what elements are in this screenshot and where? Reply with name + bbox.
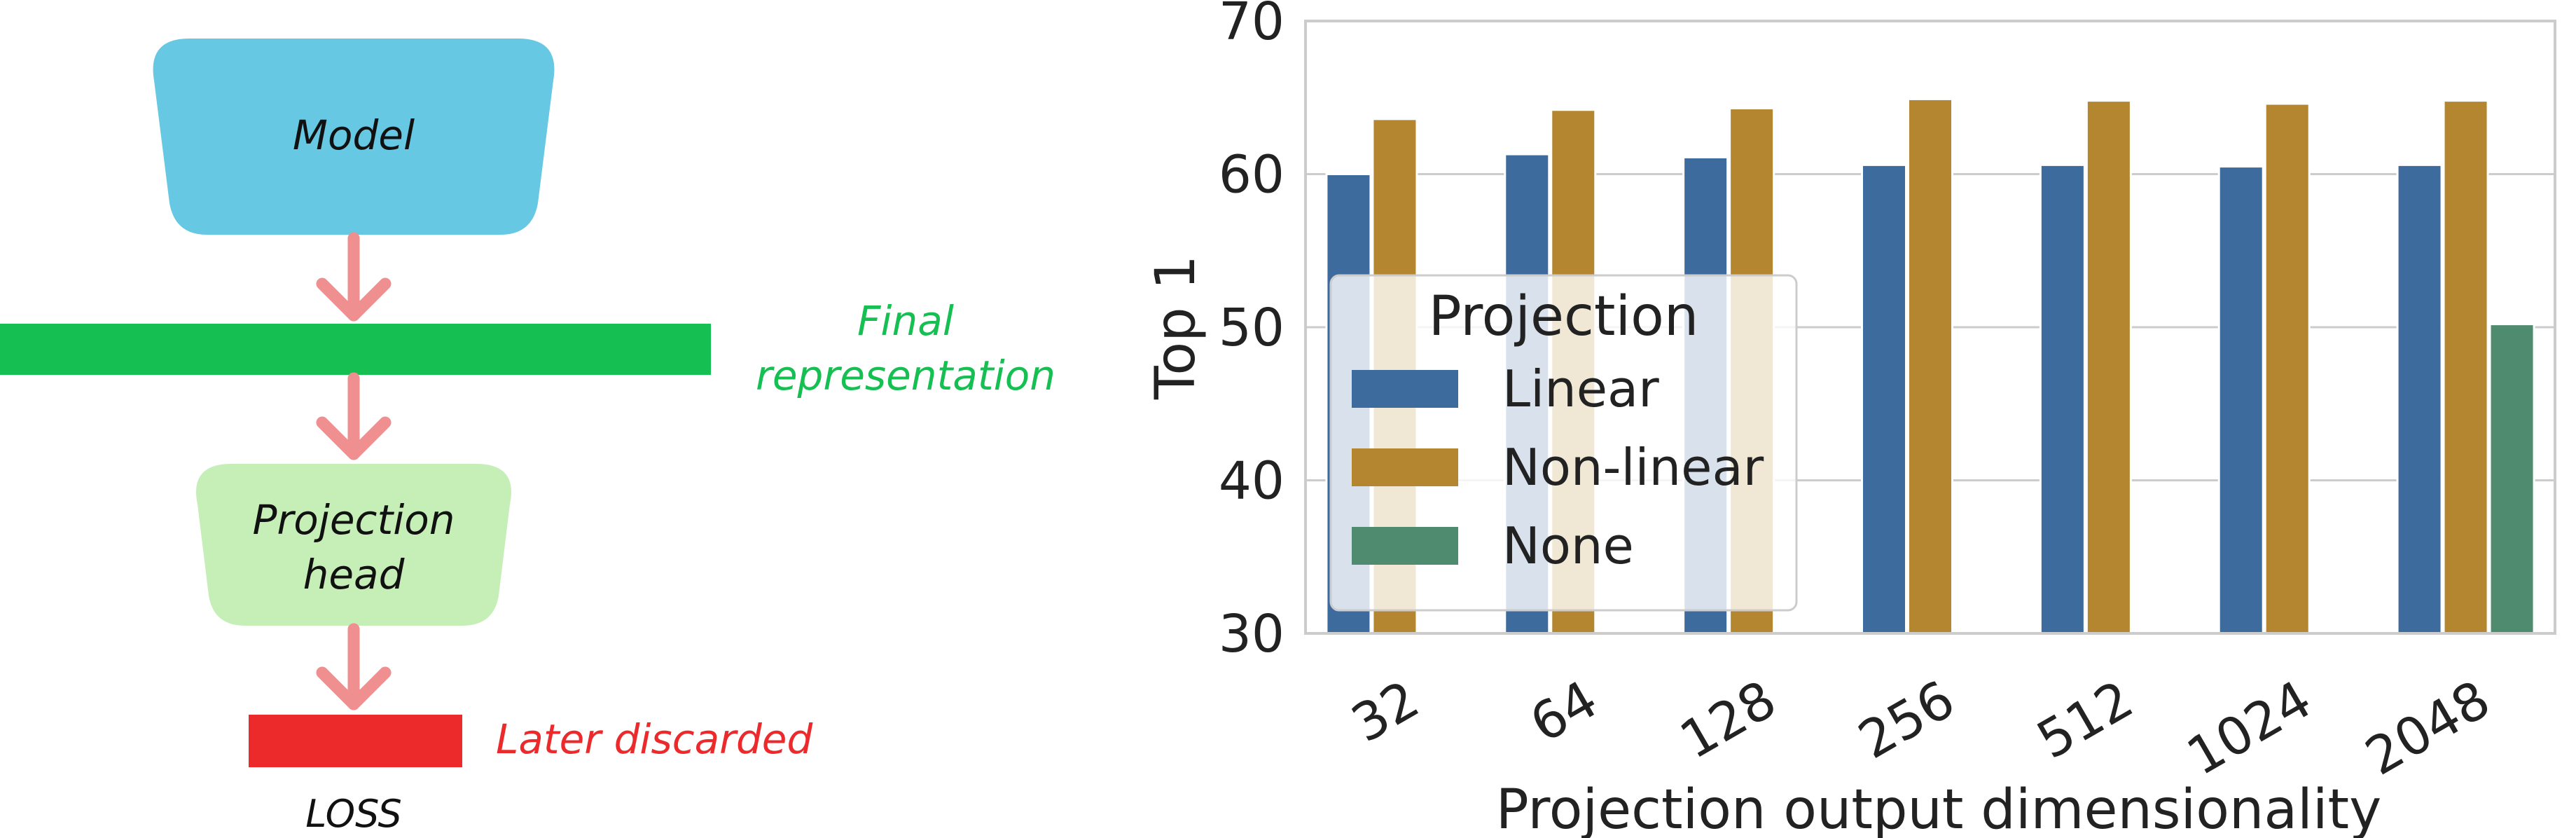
y-axis-label: Top 1: [1144, 255, 1207, 400]
x-tick-label: 128: [1670, 669, 1786, 771]
legend-swatch: [1352, 448, 1458, 486]
final-representation-label-line2: representation: [756, 352, 1055, 399]
y-tick-labels: 30 40 50 60 70: [1219, 0, 1284, 664]
x-tick-label: 256: [1849, 669, 1965, 771]
bar-chart: 30 40 50 60 70 32 64 128 256 512 1024 2048 Top 1 P…: [1144, 0, 2556, 838]
loss-label: LOSS: [305, 792, 402, 836]
legend-swatch: [1352, 370, 1458, 408]
projection-head-label-line1: Projection: [252, 496, 455, 544]
x-tick-label: 1024: [2177, 669, 2322, 788]
final-representation-bar: [0, 324, 711, 375]
pipeline-diagram: Model Final representation Projection he…: [0, 39, 1055, 836]
arrow-model-to-representation: [316, 232, 392, 322]
legend-swatch: [1352, 527, 1458, 565]
x-tick-label: 2048: [2355, 669, 2500, 788]
model-block: [153, 39, 555, 235]
arrow-head-to-loss: [316, 623, 392, 710]
y-tick-label: 40: [1219, 451, 1284, 511]
y-tick-label: 50: [1219, 298, 1284, 358]
projection-head-block: [196, 464, 511, 626]
final-representation-label-line1: Final: [857, 297, 954, 345]
bar-linear-1024: [2217, 165, 2264, 635]
legend-title: Projection: [1429, 285, 1699, 348]
x-tick-label: 64: [1521, 669, 1608, 755]
legend-label: None: [1502, 516, 1634, 575]
bar-non-linear-1024: [2264, 102, 2311, 635]
x-tick-label: 32: [1342, 669, 1429, 755]
y-tick-label: 30: [1219, 604, 1284, 664]
bar-non-linear-256: [1907, 97, 1953, 635]
bar-linear-256: [1861, 163, 1907, 635]
plot-border: [1304, 20, 2556, 635]
arrow-representation-to-head: [316, 372, 392, 460]
projection-head-label-line2: head: [303, 551, 406, 598]
bar-none-2048: [2488, 323, 2535, 635]
legend-label: Linear: [1502, 359, 1659, 418]
bar-linear-512: [2039, 163, 2086, 635]
model-label: Model: [293, 111, 415, 159]
x-tick-labels: 32 64 128 256 512 1024 2048: [1342, 669, 2500, 788]
bar-linear-2048: [2396, 163, 2443, 635]
bar-non-linear-2048: [2442, 99, 2489, 635]
x-axis-label: Projection output dimensionality: [1496, 778, 2382, 838]
loss-bar: [249, 715, 462, 767]
later-discarded-label: Later discarded: [496, 715, 813, 763]
legend-box: [1329, 274, 1798, 612]
y-tick-label: 60: [1219, 145, 1284, 205]
legend-label: Non-linear: [1502, 438, 1764, 497]
legend: Projection Linear Non-linear None: [1329, 274, 1798, 612]
x-tick-label: 512: [2028, 669, 2143, 771]
bar-non-linear-512: [2085, 99, 2132, 635]
y-tick-label: 70: [1219, 0, 1284, 52]
plot-frame: [1304, 20, 2556, 635]
